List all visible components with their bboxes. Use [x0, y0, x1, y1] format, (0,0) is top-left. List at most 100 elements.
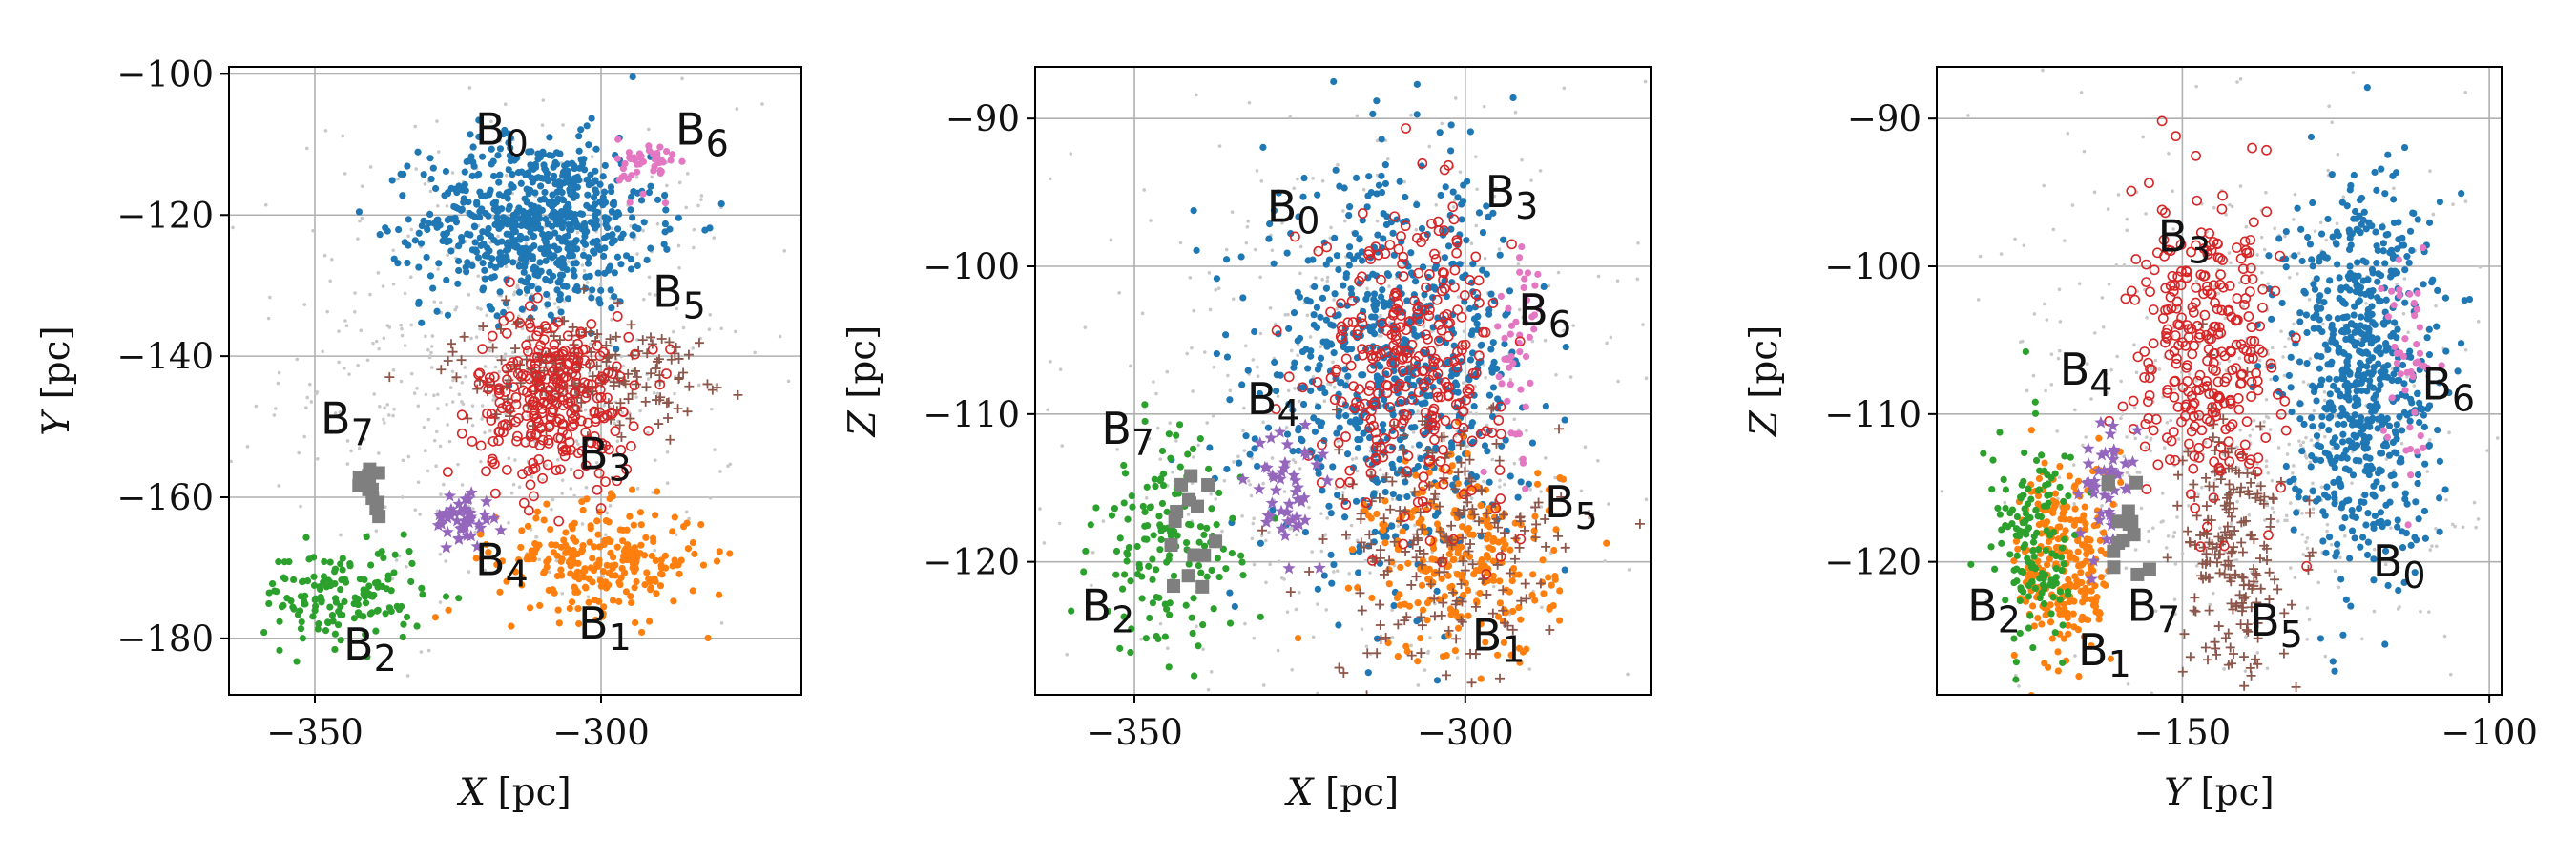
point-B0: [563, 160, 571, 168]
background-point: [1626, 672, 1630, 677]
point-B2: [400, 620, 407, 628]
point-B0: [1542, 403, 1549, 410]
point-B2: [265, 599, 273, 608]
point-B1: [540, 516, 548, 524]
point-B5: [611, 331, 621, 342]
point-B3: [1481, 569, 1492, 579]
point-B0: [1407, 269, 1416, 277]
background-point: [2301, 440, 2306, 445]
background-point: [1543, 338, 1548, 343]
point-B5: [641, 382, 652, 392]
point-B3: [1473, 275, 1485, 286]
background-point: [1375, 138, 1380, 143]
point-B0: [405, 241, 412, 249]
point-B1: [557, 557, 565, 565]
point-B2: [315, 620, 322, 628]
background-point: [1652, 136, 1656, 140]
point-B1: [1428, 555, 1436, 563]
background-point: [1295, 533, 1298, 537]
point-B0: [1368, 313, 1376, 321]
background-point: [2392, 186, 2396, 191]
point-B3: [486, 409, 497, 419]
point-B5: [1366, 539, 1377, 550]
point-B0: [594, 269, 602, 277]
point-B2: [1120, 461, 1128, 470]
background-point: [1636, 241, 1640, 245]
background-point: [778, 334, 782, 339]
point-B3: [1397, 258, 1408, 269]
point-B0: [1259, 143, 1267, 151]
background-point: [479, 459, 483, 464]
background-point: [435, 203, 440, 208]
background-point: [392, 407, 396, 411]
point-B2: [1139, 502, 1147, 511]
point-B0: [1331, 234, 1339, 241]
point-B1: [503, 577, 510, 585]
point-B0: [505, 205, 512, 213]
point-B0: [1373, 97, 1381, 105]
point-B5: [1406, 650, 1417, 660]
point-B3: [569, 418, 580, 430]
point-B5: [651, 364, 661, 374]
background-point: [2326, 53, 2330, 57]
background-point: [1207, 271, 1212, 275]
point-B0: [542, 166, 550, 174]
point-B0: [666, 225, 674, 233]
background-point: [1285, 610, 1290, 614]
point-B6: [635, 150, 644, 157]
background-point: [2343, 534, 2347, 538]
point-B0: [600, 188, 609, 196]
background-point: [359, 328, 364, 333]
point-B2: [346, 560, 354, 568]
point-B6: [1520, 283, 1527, 292]
point-B0: [1367, 327, 1375, 335]
point-B1: [1465, 524, 1473, 533]
background-point: [1462, 329, 1466, 333]
point-B2: [1188, 614, 1195, 621]
background-point: [1284, 425, 1289, 430]
point-B2: [331, 595, 340, 602]
point-B2: [1151, 475, 1158, 483]
background-point: [1490, 457, 1495, 462]
point-B0: [475, 116, 483, 124]
background-point: [436, 267, 440, 271]
background-point: [1319, 549, 1324, 554]
point-B5: [451, 372, 462, 383]
background-point: [1494, 186, 1498, 190]
point-B3: [1439, 164, 1450, 176]
point-B2: [400, 531, 407, 538]
background-point: [374, 529, 379, 533]
point-B0: [1299, 193, 1307, 200]
point-B5: [1521, 594, 1531, 604]
background-point: [1258, 331, 1263, 336]
point-B2: [341, 597, 348, 606]
point-B2: [300, 577, 307, 585]
point-B5: [637, 335, 648, 346]
background-point: [438, 301, 443, 304]
point-B5: [1498, 585, 1508, 596]
point-B0: [488, 274, 496, 282]
point-B0: [1410, 382, 1418, 389]
point-B0: [1506, 472, 1514, 480]
background-point: [2476, 517, 2481, 521]
background-point: [386, 413, 391, 417]
point-B1: [616, 580, 624, 589]
point-B1: [684, 545, 692, 553]
point-B1: [554, 606, 562, 614]
point-B0: [1304, 365, 1312, 372]
point-B3: [475, 440, 487, 451]
background-point: [445, 204, 449, 208]
x-tick-label: −350: [1086, 712, 1183, 753]
background-point: [2307, 298, 2312, 302]
background-point: [2401, 311, 2406, 316]
background-point: [2255, 651, 2260, 655]
point-B3: [536, 404, 548, 414]
point-B0: [1356, 547, 1363, 555]
background-point: [2270, 506, 2275, 511]
background-point: [409, 323, 413, 327]
point-B3: [486, 415, 497, 426]
point-B3: [575, 328, 587, 340]
point-B7: [1190, 499, 1204, 513]
point-B0: [1447, 372, 1455, 380]
